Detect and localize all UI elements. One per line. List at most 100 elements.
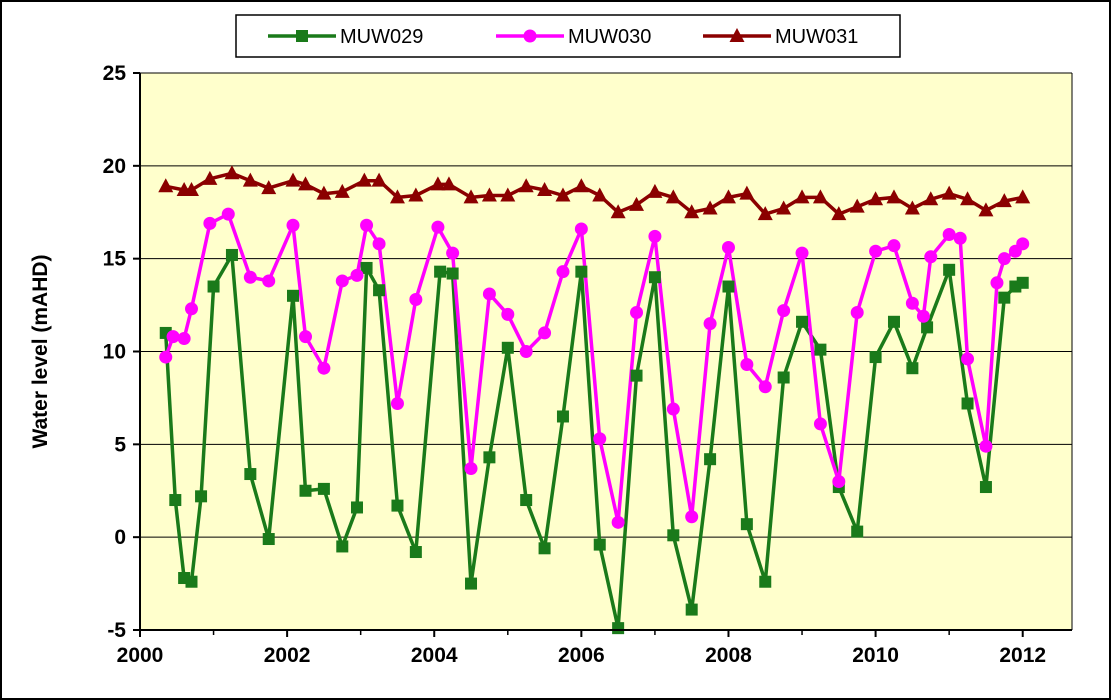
data-point-muw030	[924, 250, 938, 264]
data-point-muw031	[904, 200, 920, 215]
data-point-muw029	[465, 577, 478, 590]
data-point-muw031	[812, 189, 828, 204]
y-tick-label: 10	[103, 341, 126, 364]
data-point-muw031	[183, 181, 199, 196]
data-point-muw030	[795, 246, 809, 260]
data-point-muw030	[703, 317, 717, 331]
data-point-muw030	[869, 244, 883, 258]
data-point-muw031	[242, 172, 258, 187]
data-point-muw030	[916, 309, 930, 323]
x-tick-label: 2008	[705, 644, 752, 667]
data-point-muw029	[667, 529, 680, 542]
data-point-muw029	[575, 265, 588, 278]
data-point-muw029	[704, 453, 717, 466]
data-point-muw030	[519, 345, 533, 358]
data-point-muw031	[592, 187, 608, 202]
data-point-muw029	[244, 468, 257, 481]
data-point-muw029	[434, 265, 447, 278]
data-point-muw030	[942, 228, 956, 242]
data-point-muw031	[518, 178, 534, 193]
data-point-muw031	[941, 185, 957, 200]
data-point-muw031	[960, 191, 976, 206]
data-point-muw030	[758, 380, 772, 394]
legend-marker-muw029	[296, 30, 308, 42]
data-point-muw031	[408, 187, 424, 202]
data-point-muw030	[997, 252, 1011, 266]
data-point-muw029	[360, 261, 373, 274]
data-point-muw030	[832, 474, 846, 488]
data-point-muw031	[298, 176, 314, 191]
data-point-muw030	[961, 352, 975, 366]
data-point-muw031	[481, 187, 497, 202]
data-point-muw029	[630, 369, 643, 382]
data-point-muw031	[224, 165, 240, 180]
data-point-muw031	[886, 189, 902, 204]
data-point-muw030	[372, 237, 386, 251]
data-point-muw030	[648, 229, 662, 243]
data-point-muw030	[159, 350, 173, 364]
x-tick-label: 2006	[558, 644, 605, 667]
data-point-muw030	[350, 268, 364, 282]
data-point-muw029	[299, 484, 312, 497]
x-tick-label: 2012	[999, 644, 1046, 667]
data-point-muw031	[794, 189, 810, 204]
data-point-muw030	[593, 432, 607, 446]
data-point-muw030	[482, 287, 496, 301]
data-point-muw031	[356, 172, 372, 187]
data-point-muw030	[166, 330, 180, 344]
legend-label-muw031: MUW031	[775, 26, 858, 48]
data-point-muw031	[389, 189, 405, 204]
data-point-muw029	[648, 271, 661, 284]
y-tick-label: 5	[114, 433, 126, 456]
data-point-muw030	[203, 216, 217, 230]
data-point-muw029	[317, 482, 330, 495]
data-point-muw029	[185, 575, 198, 588]
data-point-muw029	[906, 362, 919, 375]
data-point-muw029	[351, 501, 364, 514]
data-point-muw030	[850, 306, 864, 320]
data-point-muw029	[777, 371, 790, 384]
data-point-muw029	[1016, 276, 1029, 289]
series-line-muw030	[164, 212, 1024, 525]
data-point-muw030	[431, 220, 445, 234]
data-point-muw029	[287, 289, 300, 302]
data-point-muw030	[286, 218, 300, 232]
data-point-muw031	[996, 193, 1012, 208]
data-point-muw029	[483, 451, 496, 464]
data-point-muw030	[990, 276, 1004, 290]
data-point-muw029	[869, 351, 882, 364]
data-point-muw031	[261, 180, 277, 195]
data-point-muw029	[373, 284, 386, 297]
data-point-muw029	[593, 538, 606, 551]
data-point-muw030	[360, 218, 374, 232]
y-tick-label: 0	[114, 526, 126, 549]
data-point-muw029	[520, 494, 533, 507]
series-markers	[158, 165, 1031, 635]
data-point-muw031	[555, 187, 571, 202]
data-point-muw029	[207, 280, 220, 293]
data-point-muw031	[849, 198, 865, 213]
data-point-muw031	[757, 206, 773, 221]
data-point-muw031	[334, 183, 350, 198]
data-point-muw029	[979, 481, 992, 494]
data-point-muw031	[158, 178, 174, 193]
data-point-muw029	[336, 540, 349, 553]
y-tick-label: -5	[107, 619, 126, 642]
data-point-muw030	[243, 270, 257, 284]
data-point-muw030	[777, 304, 791, 318]
data-point-muw030	[501, 307, 515, 321]
y-tick-label: 25	[103, 62, 127, 85]
data-point-muw030	[740, 357, 754, 371]
data-point-muw031	[868, 191, 884, 206]
y-tick-label: 20	[103, 155, 126, 178]
data-point-muw029	[169, 494, 182, 507]
data-point-muw031	[684, 204, 700, 219]
data-point-muw029	[814, 343, 827, 356]
legend-marker-muw031	[729, 28, 745, 42]
data-point-muw029	[887, 315, 900, 328]
data-point-muw029	[943, 263, 956, 276]
data-point-muw030	[464, 461, 478, 475]
data-point-muw031	[739, 185, 755, 200]
x-tick-label: 2002	[264, 644, 311, 667]
data-point-muw029	[740, 518, 753, 531]
